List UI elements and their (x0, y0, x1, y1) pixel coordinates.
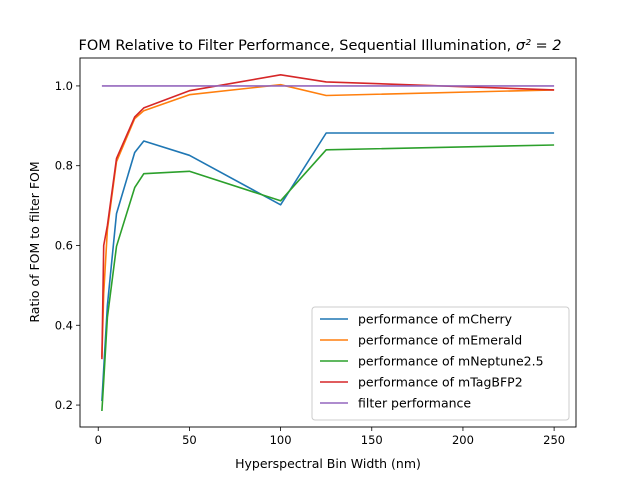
legend-label: performance of mEmerald (358, 333, 522, 348)
legend-box (311, 306, 570, 421)
y-tick-label: 1.0 (55, 79, 73, 93)
x-axis-ticks: 0 50 100 150 200 250 (95, 427, 565, 447)
legend-label: filter performance (358, 396, 471, 411)
x-axis-label: Hyperspectral Bin Width (nm) (235, 456, 421, 471)
x-tick-label: 250 (543, 433, 565, 447)
y-axis-label: Ratio of FOM to filter FOM (27, 161, 42, 322)
x-tick-label: 0 (95, 433, 102, 447)
chart-title: FOM Relative to Filter Performance, Sequ… (79, 38, 562, 54)
y-tick-label: 0.4 (55, 318, 73, 332)
plot-area: 0 50 100 150 200 250 0.2 0.4 0.6 0.8 1.0 (55, 57, 577, 447)
series-line-2 (101, 144, 555, 412)
chart-title-text: FOM Relative to Filter Performance, Sequ… (79, 38, 516, 54)
y-tick-label: 0.6 (55, 238, 73, 252)
series-layer (101, 74, 555, 412)
x-tick-label: 200 (452, 433, 474, 447)
chart-title-math: σ² = 2 (516, 38, 562, 54)
legend-label: performance of mNeptune2.5 (358, 354, 544, 369)
series-line-1 (101, 83, 555, 358)
series-line-3 (101, 74, 555, 360)
axes-frame (79, 57, 577, 428)
y-tick-label: 0.8 (55, 159, 73, 173)
x-tick-label: 100 (270, 433, 292, 447)
legend-label: performance of mTagBFP2 (358, 375, 523, 390)
legend-label: performance of mCherry (358, 312, 513, 327)
x-tick-label: 150 (361, 433, 383, 447)
x-tick-label: 50 (182, 433, 197, 447)
y-tick-label: 0.2 (55, 398, 73, 412)
y-axis-ticks: 0.2 0.4 0.6 0.8 1.0 (55, 79, 80, 412)
legend: performance of mCherry performance of mEm… (311, 306, 570, 421)
